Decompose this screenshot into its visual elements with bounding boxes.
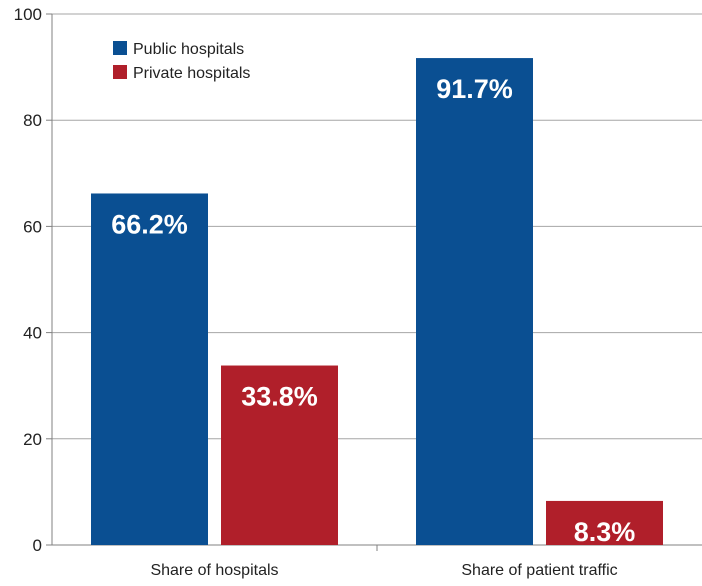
bar-value-label: 8.3% (574, 517, 636, 547)
legend-swatch (113, 41, 127, 55)
bar (91, 193, 208, 545)
bar (221, 365, 338, 545)
y-tick-label: 100 (14, 5, 42, 24)
x-category-label: Share of hospitals (150, 562, 278, 579)
legend-label: Private hospitals (133, 65, 250, 82)
bars-layer (91, 58, 663, 545)
legend: Public hospitals Private hospitals (113, 41, 250, 82)
y-tick-label: 80 (23, 111, 42, 130)
bar (546, 500, 663, 545)
legend-label: Public hospitals (133, 41, 244, 58)
bar-value-label: 91.7% (436, 74, 513, 104)
axis-layer: 0 20 40 60 80 100 Share of hospitals Share of p… (14, 5, 702, 579)
bar-value-label: 66.2% (111, 209, 188, 239)
x-category-label: Share of patient traffic (461, 562, 617, 579)
bar-value-label: 33.8% (241, 382, 318, 412)
labels-layer: 66.2% 33.8% 91.7% 8.3% (111, 74, 635, 547)
y-tick-label: 60 (23, 217, 42, 236)
y-tick-label: 0 (33, 536, 42, 555)
bar (416, 58, 533, 545)
y-tick-label: 40 (23, 324, 42, 343)
y-tick-label: 20 (23, 430, 42, 449)
legend-swatch (113, 65, 127, 79)
